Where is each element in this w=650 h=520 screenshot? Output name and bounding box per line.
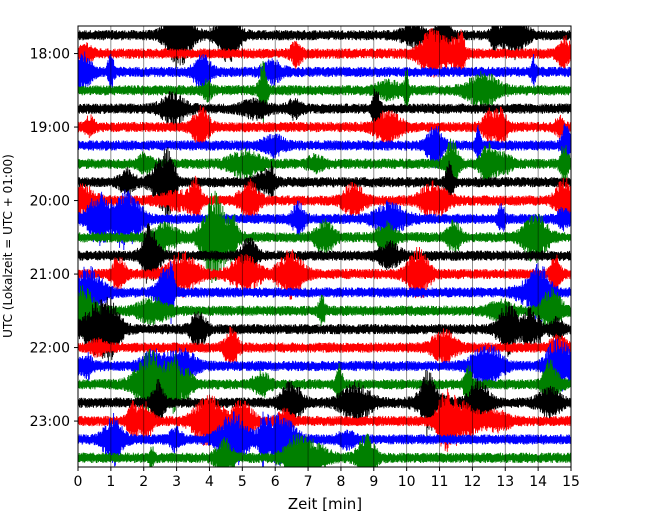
y-tick-label: 20:00 (30, 194, 70, 210)
x-tick-label: 2 (139, 474, 148, 490)
x-axis: 0 1 2 3 4 5 6 7 8 9 10 11 12 13 14 15 (74, 467, 580, 490)
y-tick-label: 23:00 (30, 414, 70, 430)
x-tick-label: 9 (369, 474, 378, 490)
y-tick-label: 19:00 (30, 120, 70, 136)
trace-2000 (78, 175, 571, 224)
y-tick-label: 21:00 (30, 267, 70, 283)
x-tick-label: 8 (336, 474, 345, 490)
trace-1830 (78, 60, 571, 125)
trace-2315 (78, 411, 571, 467)
trace-1900 (78, 105, 571, 149)
trace-2045 (78, 222, 571, 284)
x-tick-label: 7 (304, 474, 313, 490)
trace-2215 (78, 338, 571, 392)
trace-2115 (78, 261, 571, 324)
y-tick-label: 22:00 (30, 341, 70, 357)
y-tick-label: 18:00 (30, 47, 70, 63)
x-tick-label: 10 (398, 474, 416, 490)
x-tick-label: 0 (74, 474, 83, 490)
trace-2015 (78, 189, 571, 250)
trace-2130 (78, 285, 571, 337)
x-tick-label: 1 (106, 474, 115, 490)
x-tick-label: 4 (205, 474, 214, 490)
trace-2145 (78, 296, 571, 362)
seismogram-traces (78, 26, 571, 467)
x-tick-label: 5 (238, 474, 247, 490)
trace-1745 (78, 26, 571, 68)
trace-2100 (78, 247, 571, 300)
x-tick-label: 3 (172, 474, 181, 490)
y-axis-label: UTC (Lokalzeit = UTC + 01:00) (1, 154, 15, 338)
trace-1945 (78, 147, 571, 220)
trace-2245 (78, 370, 571, 437)
y-axis: 18:00 19:00 20:00 21:00 22:00 23:00 (30, 47, 78, 430)
x-tick-label: 11 (431, 474, 449, 490)
plot-frame (77, 25, 572, 468)
trace-1800 (78, 27, 571, 78)
x-tick-label: 13 (496, 474, 514, 490)
x-axis-label: Zeit [min] (288, 495, 362, 513)
x-tick-label: 6 (271, 474, 280, 490)
x-tick-label: 12 (463, 474, 481, 490)
x-tick-label: 14 (529, 474, 547, 490)
trace-2300 (78, 389, 571, 452)
trace-2330 (78, 433, 571, 467)
trace-2030 (78, 190, 571, 283)
x-tick-label: 15 (562, 474, 580, 490)
trace-2230 (78, 348, 571, 420)
